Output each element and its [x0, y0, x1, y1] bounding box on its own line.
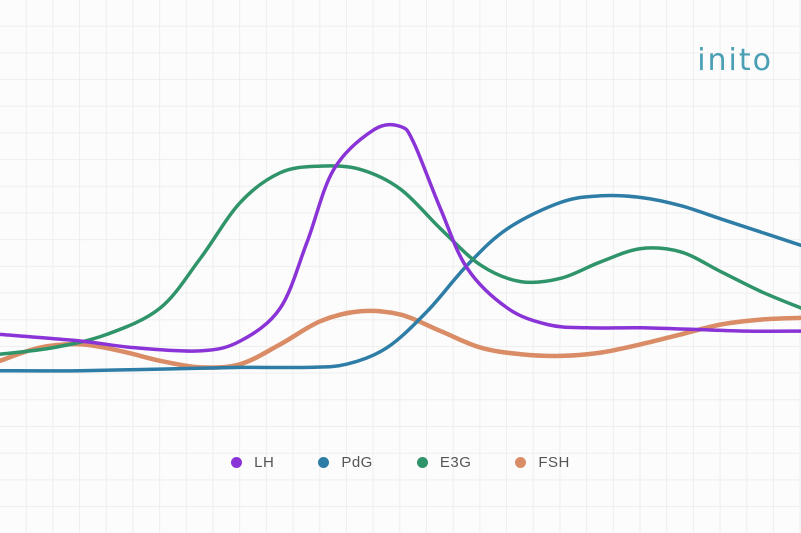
- legend: LH PdG E3G FSH: [0, 454, 801, 471]
- legend-dot-icon: [515, 457, 527, 468]
- legend-dot-icon: [318, 457, 330, 468]
- series-line-lh: [0, 122, 801, 353]
- legend-item-fsh: FSH: [515, 454, 570, 471]
- series-layer: [0, 122, 801, 373]
- inito-logo: inito: [697, 46, 773, 76]
- legend-item-e3g: E3G: [416, 454, 472, 471]
- series-line-pdg: [0, 193, 801, 373]
- legend-label: E3G: [439, 454, 472, 471]
- series-line-e3g: [0, 164, 801, 356]
- legend-label: FSH: [538, 454, 570, 471]
- legend-dot-icon: [231, 457, 243, 468]
- series-line-fsh: [0, 308, 801, 370]
- legend-label: PdG: [341, 454, 373, 471]
- legend-item-pdg: PdG: [318, 454, 373, 471]
- logo-text: inito: [697, 43, 773, 78]
- legend-label: LH: [254, 454, 275, 471]
- legend-dot-icon: [416, 457, 428, 468]
- legend-item-lh: LH: [231, 454, 274, 471]
